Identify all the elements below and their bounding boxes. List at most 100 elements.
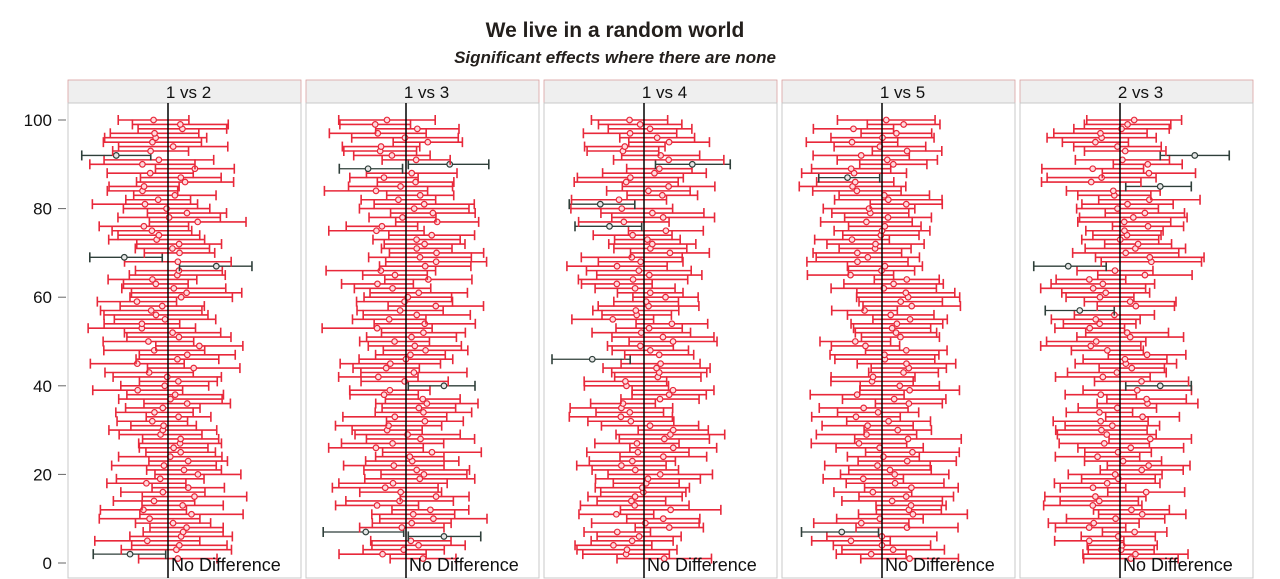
point xyxy=(422,346,429,354)
point xyxy=(629,231,637,239)
point xyxy=(386,360,394,368)
point xyxy=(413,236,420,244)
point xyxy=(183,351,191,359)
point xyxy=(659,453,667,461)
panel-1-vs-3: 1 vs 3 No Difference xyxy=(305,79,540,579)
point xyxy=(881,222,889,230)
point xyxy=(1087,342,1095,350)
point xyxy=(906,386,914,394)
point xyxy=(159,488,167,496)
point xyxy=(382,364,390,372)
point xyxy=(891,479,899,487)
point xyxy=(421,262,429,270)
significant-point xyxy=(688,160,696,168)
point xyxy=(1132,302,1140,310)
point xyxy=(389,284,396,292)
point xyxy=(631,493,639,500)
point xyxy=(869,373,877,381)
point xyxy=(621,143,629,150)
panel-label: 1 vs 5 xyxy=(880,83,925,102)
point xyxy=(1096,408,1103,416)
point xyxy=(626,129,634,137)
point xyxy=(175,413,182,421)
point xyxy=(893,320,901,328)
point xyxy=(656,471,664,478)
point xyxy=(1092,315,1100,323)
point xyxy=(628,537,636,545)
point xyxy=(420,200,428,208)
significant-point xyxy=(838,528,846,536)
significant-point xyxy=(362,528,370,536)
point xyxy=(152,280,160,288)
point xyxy=(885,417,892,425)
significant-point xyxy=(212,262,220,270)
point xyxy=(1111,267,1119,275)
point xyxy=(1132,550,1139,558)
point xyxy=(888,497,896,505)
point xyxy=(415,404,423,412)
point xyxy=(1128,506,1135,514)
panel-label: 1 vs 3 xyxy=(404,83,449,102)
point xyxy=(179,528,187,536)
panel-2-vs-3: 2 vs 3 No Difference xyxy=(1019,79,1254,579)
point xyxy=(148,417,156,425)
point xyxy=(433,249,440,257)
point xyxy=(407,351,414,359)
point xyxy=(669,426,677,434)
point xyxy=(1113,369,1121,376)
point xyxy=(432,302,440,310)
point xyxy=(373,502,381,509)
point xyxy=(902,493,910,500)
significant-point xyxy=(1191,152,1199,159)
point xyxy=(1112,515,1120,523)
point xyxy=(396,307,404,314)
point xyxy=(150,116,157,124)
point xyxy=(176,121,184,128)
point xyxy=(1109,187,1117,195)
point xyxy=(906,315,914,323)
point xyxy=(1146,253,1154,261)
point xyxy=(1108,422,1116,430)
point xyxy=(176,249,183,257)
point xyxy=(857,519,865,527)
point xyxy=(397,183,404,190)
point xyxy=(1085,537,1093,545)
point xyxy=(631,284,639,292)
point xyxy=(383,116,391,124)
panel-label: 1 vs 4 xyxy=(642,83,687,102)
point xyxy=(883,156,891,164)
point xyxy=(903,276,911,283)
point xyxy=(138,320,146,328)
point xyxy=(1103,431,1111,438)
point xyxy=(646,346,654,354)
point xyxy=(184,457,192,465)
panel-frame xyxy=(781,102,1016,579)
point xyxy=(617,413,625,421)
point xyxy=(657,360,664,368)
point xyxy=(151,129,158,137)
point xyxy=(149,276,156,283)
point xyxy=(177,448,185,456)
point xyxy=(175,333,183,341)
point xyxy=(170,444,178,452)
point xyxy=(389,439,396,447)
point xyxy=(1096,293,1104,301)
point xyxy=(1129,214,1137,221)
point xyxy=(371,121,379,128)
point xyxy=(159,404,167,412)
point xyxy=(143,537,151,545)
point xyxy=(413,311,421,319)
significant-point xyxy=(606,222,613,230)
point xyxy=(1085,524,1093,531)
point xyxy=(419,395,427,403)
point xyxy=(660,435,668,443)
point xyxy=(631,466,639,474)
point xyxy=(372,444,380,452)
panel-frame xyxy=(305,102,540,579)
point xyxy=(147,307,155,314)
point xyxy=(174,377,182,385)
point xyxy=(194,471,202,478)
point xyxy=(653,134,661,142)
point xyxy=(1145,462,1153,469)
